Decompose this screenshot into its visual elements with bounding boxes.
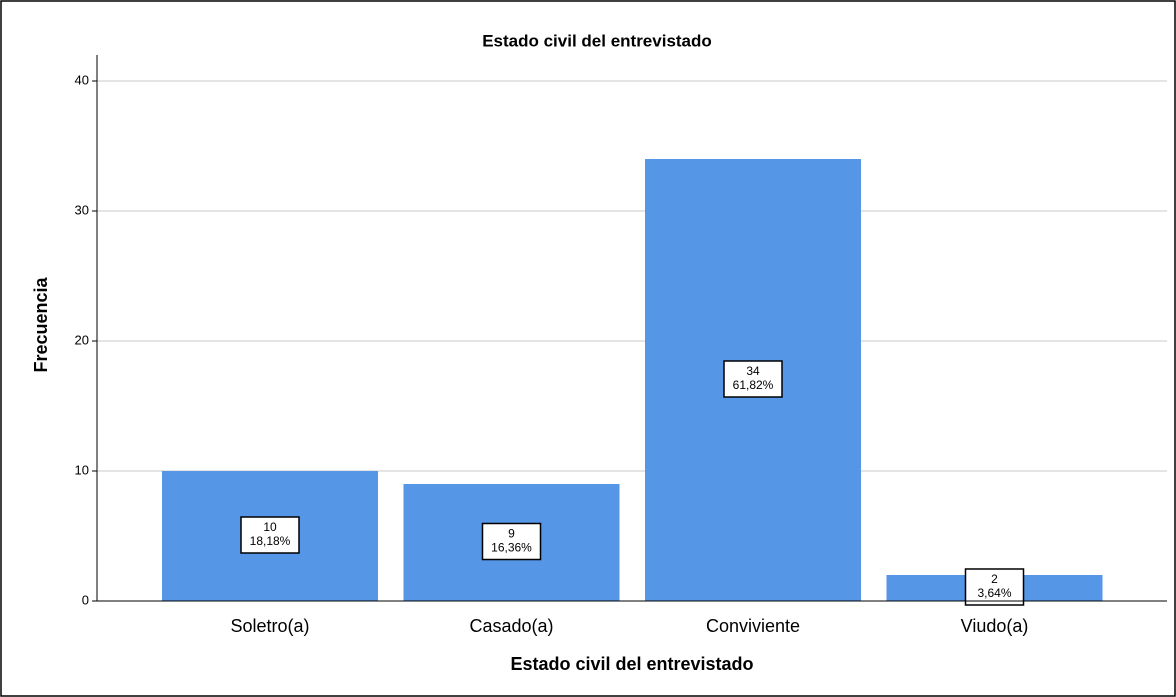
y-tick-label: 40 <box>75 72 89 87</box>
data-label: 16,36% <box>491 541 532 555</box>
y-tick-label: 30 <box>75 202 89 217</box>
x-axis-title: Estado civil del entrevistado <box>510 654 753 674</box>
x-tick-label: Conviviente <box>706 616 800 636</box>
y-tick-label: 10 <box>75 462 89 477</box>
data-label-box <box>964 568 1025 606</box>
chart-title: Estado civil del entrevistado <box>482 31 712 50</box>
data-label: 10 <box>263 520 277 534</box>
data-label: 9 <box>508 527 515 541</box>
x-tick-label: Casado(a) <box>469 616 553 636</box>
data-label-box <box>481 522 542 561</box>
data-label: 61,82% <box>733 378 774 392</box>
x-tick-label: Viudo(a) <box>961 616 1029 636</box>
y-axis-title: Frecuencia <box>31 276 51 372</box>
y-tick-label: 0 <box>82 592 89 607</box>
x-tick-label: Soletro(a) <box>230 616 309 636</box>
data-label: 18,18% <box>250 534 291 548</box>
data-label-box <box>240 516 300 554</box>
data-label: 34 <box>746 364 760 378</box>
data-label-box <box>723 360 783 398</box>
y-tick-label: 20 <box>75 332 89 347</box>
data-label: 3,64% <box>977 586 1011 600</box>
data-label: 2 <box>991 572 998 586</box>
